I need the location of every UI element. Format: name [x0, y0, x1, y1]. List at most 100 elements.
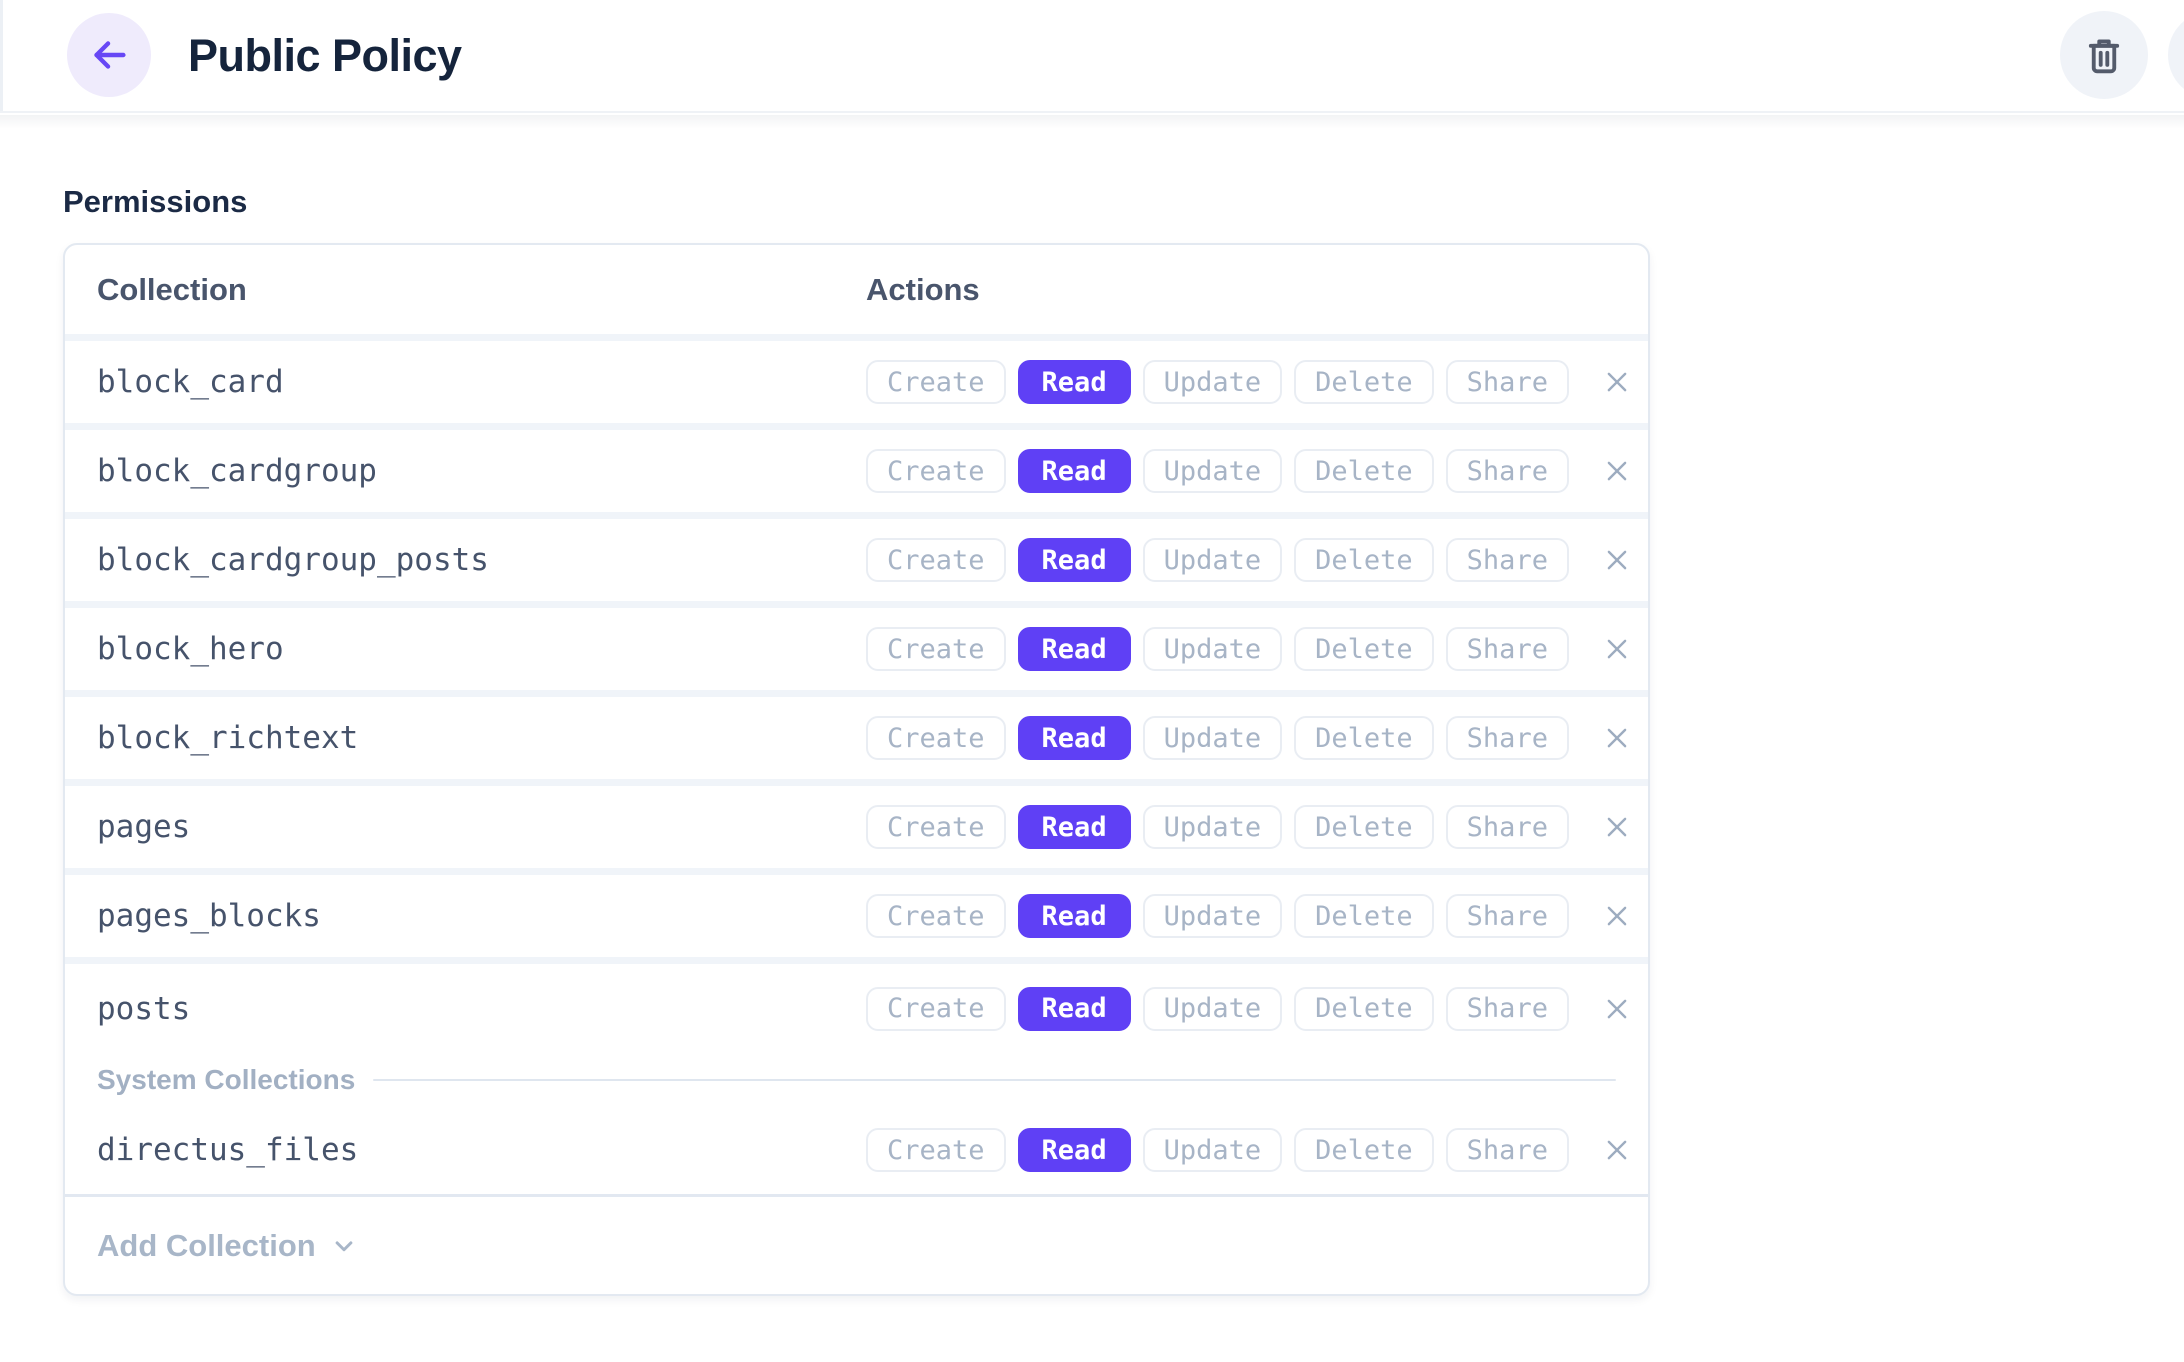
action-pill-delete[interactable]: Delete — [1294, 360, 1434, 404]
row-actions: Create Read Update Delete Share — [866, 716, 1632, 760]
remove-collection-button[interactable] — [1602, 723, 1632, 753]
action-pill-read[interactable]: Read — [1017, 627, 1131, 671]
action-pill-update[interactable]: Update — [1142, 627, 1283, 671]
collection-name: posts — [97, 990, 191, 1027]
collection-name: pages_blocks — [97, 898, 321, 934]
close-icon — [1607, 999, 1627, 1018]
arrow-left-icon — [86, 32, 132, 78]
remove-collection-button[interactable] — [1602, 812, 1632, 842]
action-pill-update[interactable]: Update — [1142, 360, 1283, 404]
header-left-divider — [0, 0, 3, 111]
action-pill-create[interactable]: Create — [866, 716, 1006, 760]
action-pill-share[interactable]: Share — [1445, 1128, 1569, 1172]
remove-collection-button[interactable] — [1602, 634, 1632, 664]
action-pill-create[interactable]: Create — [866, 449, 1006, 493]
permissions-table: Collection Actions block_card Create Read U… — [63, 243, 1650, 1296]
page-header: Public Policy — [0, 0, 2184, 129]
action-pill-delete[interactable]: Delete — [1294, 716, 1434, 760]
collection-name: block_richtext — [97, 720, 359, 756]
remove-collection-button[interactable] — [1602, 456, 1632, 486]
action-pill-update[interactable]: Update — [1142, 538, 1283, 582]
action-pill-delete[interactable]: Delete — [1294, 805, 1434, 849]
action-pill-delete[interactable]: Delete — [1294, 449, 1434, 493]
action-pill-read[interactable]: Read — [1017, 894, 1131, 938]
action-pill-share[interactable]: Share — [1445, 805, 1569, 849]
action-pill-delete[interactable]: Delete — [1294, 986, 1434, 1031]
action-pill-delete[interactable]: Delete — [1294, 894, 1434, 938]
remove-collection-button[interactable] — [1602, 1135, 1632, 1165]
action-pill-update[interactable]: Update — [1142, 805, 1283, 849]
remove-collection-button[interactable] — [1602, 901, 1632, 931]
action-pill-create[interactable]: Create — [866, 805, 1006, 849]
action-pill-read[interactable]: Read — [1017, 360, 1131, 404]
action-pill-update[interactable]: Update — [1142, 716, 1283, 760]
table-row: directus_files Create Read Update Delete Shar… — [65, 1106, 1648, 1197]
permissions-table-header: Collection Actions — [65, 245, 1648, 341]
add-collection-button[interactable]: Add Collection — [65, 1197, 1648, 1294]
collection-name: block_cardgroup_posts — [97, 542, 489, 578]
collection-name: directus_files — [97, 1132, 359, 1168]
table-row: block_cardgroup_posts Create Read Update Del… — [65, 519, 1648, 608]
action-pill-read[interactable]: Read — [1017, 449, 1131, 493]
action-pill-create[interactable]: Create — [866, 894, 1006, 938]
remove-collection-button[interactable] — [1602, 367, 1632, 397]
action-pill-delete[interactable]: Delete — [1294, 627, 1434, 671]
table-row: block_hero Create Read Update Delete Share — [65, 608, 1648, 697]
table-row: pages_blocks Create Read Update Delete Share — [65, 875, 1648, 964]
action-pill-delete[interactable]: Delete — [1294, 1128, 1434, 1172]
back-button[interactable] — [67, 13, 151, 97]
row-actions: Create Read Update Delete Share — [866, 986, 1632, 1031]
system-collections-label: System Collections — [97, 1063, 356, 1095]
delete-policy-button[interactable] — [2060, 11, 2148, 99]
partial-action-button[interactable] — [2168, 11, 2184, 99]
action-pill-share[interactable]: Share — [1445, 627, 1569, 671]
table-row: block_richtext Create Read Update Delete Shar… — [65, 697, 1648, 786]
action-pill-share[interactable]: Share — [1445, 360, 1569, 404]
action-pill-read[interactable]: Read — [1017, 716, 1131, 760]
action-pill-update[interactable]: Update — [1142, 894, 1283, 938]
row-actions: Create Read Update Delete Share — [866, 1128, 1632, 1172]
collection-name: block_card — [97, 364, 284, 400]
action-pill-create[interactable]: Create — [866, 986, 1006, 1031]
close-icon — [1607, 372, 1627, 392]
system-collections-line — [373, 1078, 1616, 1081]
action-pill-share[interactable]: Share — [1445, 986, 1569, 1031]
action-pill-read[interactable]: Read — [1017, 1128, 1131, 1172]
action-pill-create[interactable]: Create — [866, 627, 1006, 671]
action-pill-create[interactable]: Create — [866, 360, 1006, 404]
action-pill-update[interactable]: Update — [1142, 986, 1283, 1031]
action-pill-share[interactable]: Share — [1445, 449, 1569, 493]
system-collection-rows: directus_files Create Read Update Delete Shar… — [65, 1106, 1648, 1197]
table-row: block_card Create Read Update Delete Share — [65, 341, 1648, 430]
action-pill-create[interactable]: Create — [866, 1128, 1006, 1172]
action-pill-read[interactable]: Read — [1017, 986, 1131, 1031]
close-icon — [1607, 461, 1627, 481]
action-pill-update[interactable]: Update — [1142, 449, 1283, 493]
add-collection-label: Add Collection — [97, 1227, 316, 1263]
action-pill-share[interactable]: Share — [1445, 716, 1569, 760]
action-pill-delete[interactable]: Delete — [1294, 538, 1434, 582]
action-pill-create[interactable]: Create — [866, 538, 1006, 582]
table-row: block_cardgroup Create Read Update Delete Sha… — [65, 430, 1648, 519]
action-pill-read[interactable]: Read — [1017, 538, 1131, 582]
row-actions: Create Read Update Delete Share — [866, 538, 1632, 582]
row-actions: Create Read Update Delete Share — [866, 627, 1632, 671]
action-pill-read[interactable]: Read — [1017, 805, 1131, 849]
system-collections-divider: System Collections — [65, 1053, 1648, 1106]
close-icon — [1607, 639, 1627, 659]
remove-collection-button[interactable] — [1602, 994, 1632, 1024]
close-icon — [1607, 550, 1627, 570]
row-actions: Create Read Update Delete Share — [866, 449, 1632, 493]
action-pill-update[interactable]: Update — [1142, 1128, 1283, 1172]
collection-name: block_cardgroup — [97, 453, 377, 489]
row-actions: Create Read Update Delete Share — [866, 894, 1632, 938]
header-shadow — [0, 115, 2184, 129]
permissions-rows: block_card Create Read Update Delete Share blo… — [65, 341, 1648, 1053]
row-actions: Create Read Update Delete Share — [866, 805, 1632, 849]
action-pill-share[interactable]: Share — [1445, 538, 1569, 582]
action-pill-share[interactable]: Share — [1445, 894, 1569, 938]
column-header-collection: Collection — [97, 271, 247, 307]
trash-icon — [2082, 33, 2126, 77]
remove-collection-button[interactable] — [1602, 545, 1632, 575]
close-icon — [1607, 906, 1627, 926]
